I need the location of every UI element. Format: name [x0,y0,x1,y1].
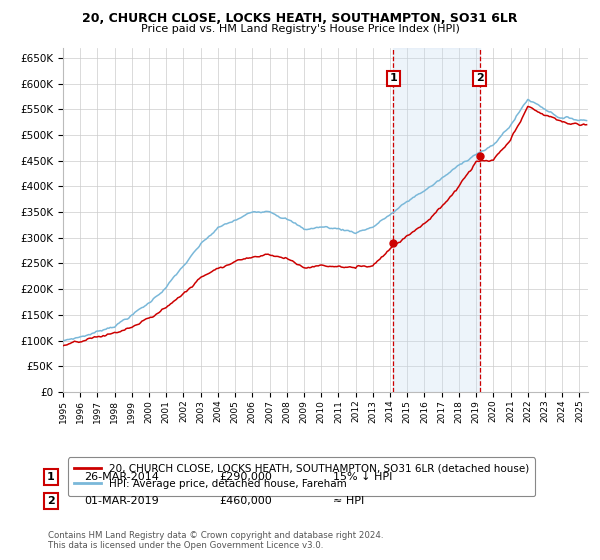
Text: 01-MAR-2019: 01-MAR-2019 [84,496,159,506]
Text: ≈ HPI: ≈ HPI [333,496,364,506]
Text: 2: 2 [47,496,55,506]
Text: Price paid vs. HM Land Registry's House Price Index (HPI): Price paid vs. HM Land Registry's House … [140,24,460,34]
Text: £460,000: £460,000 [219,496,272,506]
Text: 2: 2 [476,73,484,83]
Text: 15% ↓ HPI: 15% ↓ HPI [333,472,392,482]
Text: 1: 1 [389,73,397,83]
Text: £290,000: £290,000 [219,472,272,482]
Text: 20, CHURCH CLOSE, LOCKS HEATH, SOUTHAMPTON, SO31 6LR: 20, CHURCH CLOSE, LOCKS HEATH, SOUTHAMPT… [82,12,518,25]
Text: 26-MAR-2014: 26-MAR-2014 [84,472,159,482]
Legend: 20, CHURCH CLOSE, LOCKS HEATH, SOUTHAMPTON, SO31 6LR (detached house), HPI: Aver: 20, CHURCH CLOSE, LOCKS HEATH, SOUTHAMPT… [68,458,535,496]
Text: 1: 1 [47,472,55,482]
Bar [394,48,479,392]
Text: Contains HM Land Registry data © Crown copyright and database right 2024.: Contains HM Land Registry data © Crown c… [48,531,383,540]
Text: This data is licensed under the Open Government Licence v3.0.: This data is licensed under the Open Gov… [48,541,323,550]
